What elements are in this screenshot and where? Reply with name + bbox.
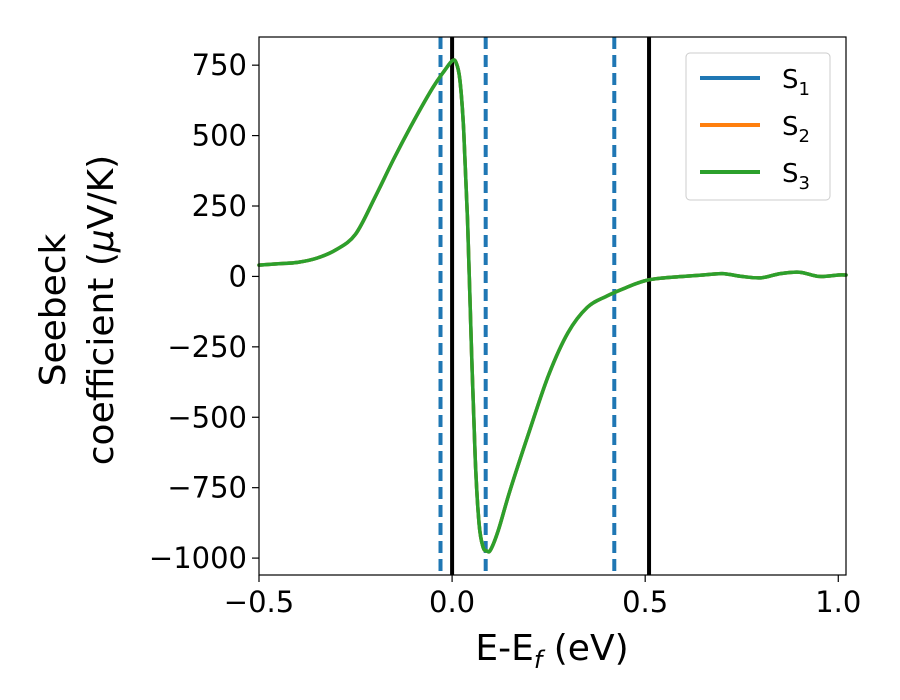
y-tick-label-1: 500 xyxy=(192,119,247,153)
legend-label-2: S3 xyxy=(782,159,810,194)
y-tick-label-4: −250 xyxy=(167,330,247,364)
x-tick-label-0: −0.5 xyxy=(224,585,294,619)
x-ticks: −0.5 0.0 0.5 1.0 xyxy=(224,575,861,619)
plot-frame xyxy=(258,36,847,576)
y-axis-title: Seebeck coefficient (μV/K) xyxy=(33,155,122,465)
legend-label-1: S2 xyxy=(782,112,810,147)
y-tick-label-3: 0 xyxy=(229,259,247,293)
x-tick-label-2: 0.5 xyxy=(622,585,668,619)
y-ticks: 750 500 250 0 −250 −500 −750 −1000 xyxy=(149,48,259,575)
legend-label-0: S1 xyxy=(782,65,810,100)
y-tick-label-0: 750 xyxy=(192,48,247,82)
y-tick-label-5: −500 xyxy=(167,400,247,434)
y-axis-title-line2: coefficient (μV/K) xyxy=(81,155,122,465)
y-tick-label-6: −750 xyxy=(167,471,247,505)
vertical-lines xyxy=(438,37,652,575)
x-tick-label-3: 1.0 xyxy=(815,585,861,619)
series-lines xyxy=(257,58,848,554)
y-tick-label-2: 250 xyxy=(192,189,247,223)
x-axis-title: E-Ef (eV) xyxy=(475,628,628,674)
x-tick-label-1: 0.0 xyxy=(429,585,475,619)
series-line-s3 xyxy=(257,58,848,554)
legend: S1 S2 S3 xyxy=(685,52,831,201)
y-axis-title-line1: Seebeck xyxy=(33,233,74,386)
y-tick-label-7: −1000 xyxy=(149,541,247,575)
